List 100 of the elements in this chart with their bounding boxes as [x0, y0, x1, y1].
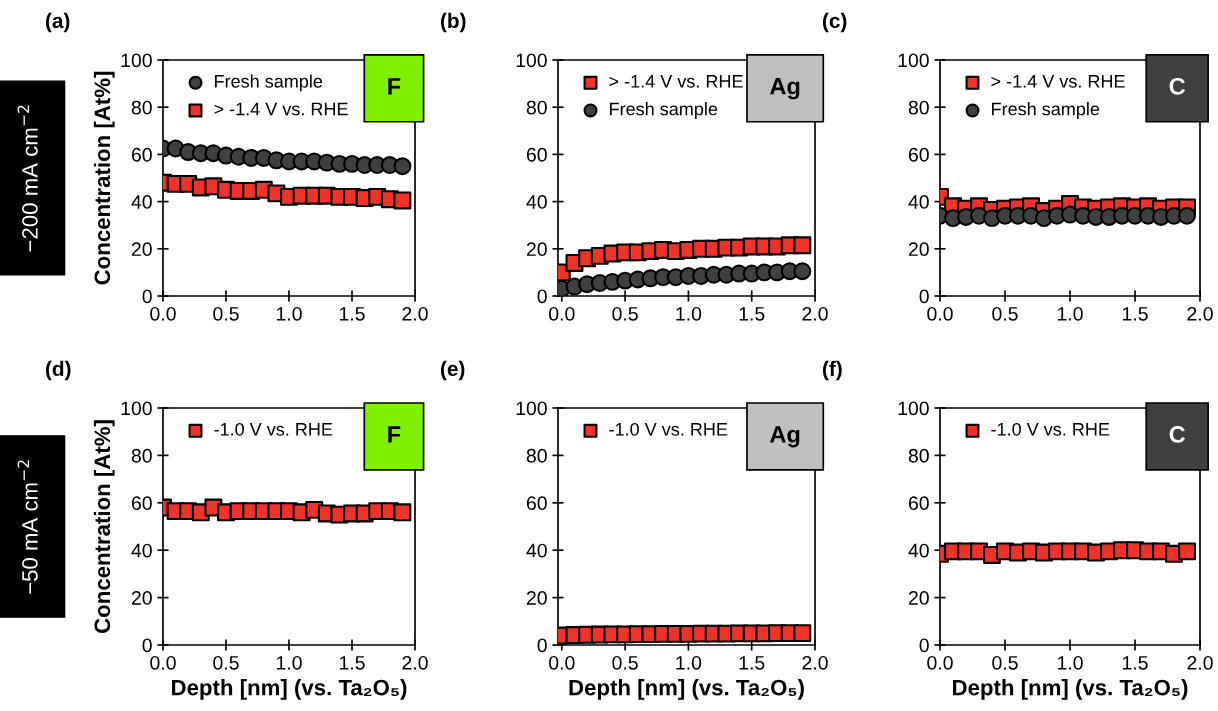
x-tick-label: 1.0: [676, 306, 702, 321]
point: [1178, 206, 1196, 225]
y-tick-label: 0: [142, 289, 152, 304]
legend-label: -1.0 V vs. RHE: [214, 422, 333, 436]
x-tick-label: 0.0: [150, 655, 176, 670]
y-tick-label: 100: [121, 53, 152, 68]
y-axis-title: Concentration [At%]: [93, 71, 115, 285]
y-tick-label: 100: [516, 401, 547, 416]
y-tick-label: 20: [526, 591, 547, 605]
y-tick-label: 60: [526, 496, 547, 511]
y-tick-label: 60: [131, 496, 152, 511]
y-tick-label: 40: [908, 543, 929, 558]
y-tick-label: 0: [537, 289, 547, 304]
x-tick-label: 1.5: [339, 656, 365, 670]
y-tick-label: 20: [131, 242, 152, 257]
x-tick-label: 2.0: [802, 306, 828, 321]
x-tick-label: 0.5: [612, 655, 638, 670]
y-tick-label: 60: [131, 147, 152, 162]
annotation: C: [1169, 426, 1186, 443]
y-tick-label: 80: [526, 448, 547, 463]
x-tick-label: 1.5: [739, 656, 765, 670]
y-tick-label: 60: [908, 496, 929, 511]
x-tick-label: 2.0: [402, 655, 428, 670]
x-tick-label: 1.5: [1122, 307, 1148, 321]
point: [393, 191, 412, 210]
y-tick-label: 100: [516, 53, 547, 68]
y-tick-label: 0: [142, 638, 152, 653]
y-tick-label: 20: [908, 591, 929, 605]
y-tick-label: 80: [131, 448, 152, 463]
y-tick-label: 40: [526, 543, 547, 558]
legend-label: Fresh sample: [992, 102, 1100, 119]
y-tick-label: 80: [131, 100, 152, 115]
point: [393, 157, 412, 176]
x-tick-label: 2.0: [1187, 306, 1213, 321]
y-tick-label: 100: [898, 401, 929, 416]
annotation: Ag: [769, 426, 800, 448]
x-tick-label: 0.0: [549, 655, 575, 670]
chart-title: (f): [822, 360, 842, 381]
x-tick-label: 1.0: [1057, 306, 1083, 321]
x-tick-label: 1.5: [1122, 656, 1148, 670]
legend-label: -1.0 V vs. RHE: [609, 422, 728, 436]
x-tick-label: 1.5: [339, 307, 365, 321]
legend-label: > -1.4 V vs. RHE: [214, 102, 348, 116]
x-tick-label: 2.0: [402, 306, 428, 321]
y-tick-label: 40: [131, 543, 152, 558]
y-tick-label: 60: [908, 147, 929, 162]
x-tick-label: 1.0: [1057, 655, 1083, 670]
x-tick-label: 0.0: [927, 306, 953, 321]
text: −50 mA cm$^{−2}$: [17, 460, 38, 594]
y-tick-label: 80: [526, 100, 547, 115]
legend-label: Fresh sample: [215, 74, 323, 92]
x-tick-label: 1.5: [739, 307, 765, 321]
x-tick-label: 1.0: [676, 655, 702, 670]
x-tick-label: 2.0: [1187, 655, 1213, 670]
x-tick-label: 0.5: [992, 655, 1018, 670]
annotation: Ag: [769, 78, 800, 100]
chart-title: (b): [440, 12, 466, 33]
x-tick-label: 2.0: [802, 655, 828, 670]
y-tick-label: 100: [121, 401, 152, 416]
x-axis-title: Depth [nm] (vs. Ta₂O₅): [569, 679, 804, 700]
x-tick-label: 0.0: [927, 655, 953, 670]
chart-title: (a): [45, 12, 70, 33]
annotation: F: [388, 78, 401, 95]
y-tick-label: 0: [537, 638, 547, 653]
y-tick-label: 40: [526, 195, 547, 209]
x-tick-label: 0.5: [213, 655, 239, 670]
x-axis-title: Depth [nm] (vs. Ta₂O₅): [953, 679, 1188, 700]
point: [793, 236, 812, 255]
y-tick-label: 40: [908, 195, 929, 209]
y-tick-label: 100: [898, 53, 929, 68]
x-tick-label: 0.5: [213, 306, 239, 321]
y-tick-label: 0: [919, 638, 929, 653]
y-tick-label: 80: [908, 100, 929, 115]
chart-title: (e): [440, 360, 465, 381]
legend-label: > -1.4 V vs. RHE: [609, 75, 743, 88]
point: [793, 262, 812, 281]
y-tick-label: 20: [908, 242, 929, 257]
y-tick-label: 20: [526, 242, 547, 257]
y-tick-label: 40: [131, 195, 152, 209]
x-tick-label: 1.0: [276, 655, 302, 670]
y-axis-title: Concentration [At%]: [93, 420, 115, 633]
annotation: F: [388, 426, 401, 443]
annotation: C: [1169, 77, 1186, 95]
legend-label: > -1.4 V vs. RHE: [991, 75, 1125, 88]
x-tick-label: 0.5: [612, 306, 638, 321]
x-tick-label: 0.0: [549, 306, 575, 321]
x-axis-title: Depth [nm] (vs. Ta₂O₅): [172, 679, 407, 700]
chart-title: (d): [45, 360, 71, 381]
y-tick-label: 0: [919, 289, 929, 304]
x-tick-label: 0.0: [150, 306, 176, 321]
y-tick-label: 80: [908, 448, 929, 463]
legend-label: -1.0 V vs. RHE: [991, 422, 1110, 436]
text: −200 mA cm$^{−2}$: [17, 105, 38, 252]
chart-title: (c): [822, 12, 847, 33]
x-tick-label: 0.5: [992, 306, 1018, 321]
point: [393, 503, 412, 522]
y-tick-label: 20: [131, 591, 152, 605]
legend-label: Fresh sample: [610, 102, 718, 119]
y-tick-label: 60: [526, 147, 547, 162]
x-tick-label: 1.0: [276, 306, 302, 321]
